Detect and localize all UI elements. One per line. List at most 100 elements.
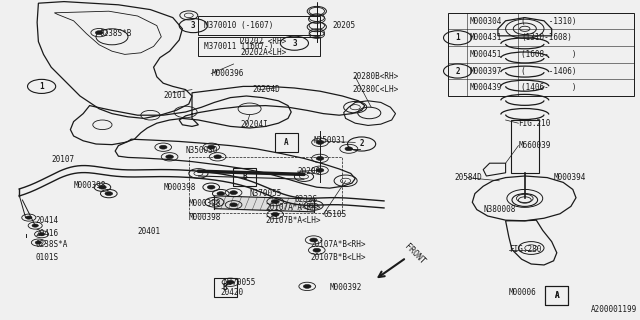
Text: M370011 (1607-): M370011 (1607-): [204, 42, 273, 51]
Text: M000392: M000392: [330, 283, 362, 292]
Text: 1: 1: [39, 82, 44, 91]
Circle shape: [271, 200, 279, 204]
Text: 3: 3: [191, 21, 196, 30]
Circle shape: [310, 238, 317, 242]
Text: A200001199: A200001199: [591, 305, 637, 314]
Text: M00006: M00006: [509, 288, 536, 297]
Text: 20414: 20414: [35, 216, 58, 225]
Text: 20107A*A<RH>: 20107A*A<RH>: [266, 204, 321, 212]
Bar: [214, 278, 237, 297]
Text: 20420: 20420: [221, 288, 244, 297]
Text: M000398: M000398: [163, 183, 196, 192]
Circle shape: [207, 145, 215, 149]
Text: 20204D: 20204D: [253, 85, 280, 94]
Circle shape: [159, 145, 167, 149]
Circle shape: [230, 191, 237, 195]
Bar: [545, 286, 568, 305]
Text: M370010 (-1607): M370010 (-1607): [204, 21, 273, 30]
Text: M000431: M000431: [470, 33, 502, 42]
Text: 20107B*A<LH>: 20107B*A<LH>: [266, 216, 321, 225]
Text: M000398: M000398: [189, 199, 221, 208]
Text: FRONT: FRONT: [403, 242, 427, 266]
Text: M660039: M660039: [518, 141, 551, 150]
Text: M000451: M000451: [470, 50, 502, 59]
Text: 0510S: 0510S: [323, 210, 346, 219]
Text: M000398: M000398: [74, 181, 106, 190]
Text: 20584D: 20584D: [454, 173, 482, 182]
Text: 20107A*B<RH>: 20107A*B<RH>: [310, 240, 366, 249]
Circle shape: [316, 168, 324, 172]
Text: A: A: [284, 138, 289, 147]
Circle shape: [316, 156, 324, 160]
Text: 20204I: 20204I: [240, 120, 268, 129]
Text: 20202A<LH>: 20202A<LH>: [240, 48, 286, 57]
Bar: [545, 286, 568, 305]
Text: N350031: N350031: [314, 136, 346, 145]
Circle shape: [32, 224, 38, 227]
Circle shape: [207, 185, 215, 189]
Circle shape: [217, 192, 225, 196]
Text: 3: 3: [292, 39, 297, 48]
Text: M000397: M000397: [470, 67, 502, 76]
Circle shape: [271, 212, 279, 216]
Text: 20401: 20401: [138, 228, 161, 236]
Text: 1: 1: [455, 33, 460, 42]
Bar: [275, 133, 298, 152]
Text: (     -1406): ( -1406): [521, 67, 577, 76]
Text: 20107B*B<LH>: 20107B*B<LH>: [310, 253, 366, 262]
Bar: [198, 16, 320, 35]
Text: M000304: M000304: [470, 17, 502, 26]
Text: 20202 <RH>: 20202 <RH>: [240, 37, 286, 46]
Text: 0101S: 0101S: [35, 253, 58, 262]
Circle shape: [166, 155, 173, 159]
Circle shape: [214, 155, 221, 159]
Bar: [189, 157, 342, 213]
Text: N370055: N370055: [250, 189, 282, 198]
Text: FIG.280: FIG.280: [509, 245, 541, 254]
Text: 2: 2: [455, 67, 460, 76]
Text: N370055: N370055: [224, 278, 257, 287]
Text: B: B: [223, 283, 228, 292]
Text: M000394: M000394: [554, 173, 586, 182]
Text: M000398: M000398: [189, 213, 221, 222]
Text: 20280B<RH>: 20280B<RH>: [352, 72, 398, 81]
Circle shape: [316, 140, 324, 144]
Text: 20416: 20416: [35, 229, 58, 238]
Circle shape: [230, 203, 237, 207]
Text: 0238S*A: 0238S*A: [35, 240, 68, 249]
Circle shape: [303, 284, 311, 288]
Circle shape: [99, 185, 106, 189]
Circle shape: [26, 216, 32, 219]
Circle shape: [313, 248, 321, 252]
Circle shape: [35, 241, 42, 244]
Text: 2: 2: [359, 140, 364, 148]
Text: N380008: N380008: [483, 205, 516, 214]
Text: M000439: M000439: [470, 83, 502, 92]
Text: 20107: 20107: [51, 156, 74, 164]
Text: (1608-     ): (1608- ): [521, 50, 577, 59]
Circle shape: [95, 31, 103, 35]
Text: B: B: [242, 172, 247, 181]
Text: M000396: M000396: [211, 69, 244, 78]
Bar: [448, 13, 634, 96]
Text: (1406-     ): (1406- ): [521, 83, 577, 92]
Circle shape: [38, 233, 45, 236]
Text: (1310-1608): (1310-1608): [521, 33, 572, 42]
Text: A: A: [554, 291, 559, 300]
Text: 0232S: 0232S: [294, 196, 317, 204]
Circle shape: [345, 147, 353, 151]
Text: FIG.210: FIG.210: [518, 119, 551, 128]
Text: 20206: 20206: [298, 167, 321, 176]
Bar: [233, 168, 256, 186]
Text: A: A: [554, 291, 559, 300]
Text: 20101: 20101: [163, 92, 186, 100]
Text: 0238S*B: 0238S*B: [99, 29, 132, 38]
Circle shape: [227, 280, 234, 284]
Text: (     -1310): ( -1310): [521, 17, 577, 26]
Text: 20280C<LH>: 20280C<LH>: [352, 85, 398, 94]
Bar: [198, 37, 320, 56]
Circle shape: [105, 192, 113, 196]
Bar: [511, 120, 539, 173]
Text: 20205: 20205: [333, 21, 356, 30]
Text: N350030: N350030: [186, 146, 218, 155]
